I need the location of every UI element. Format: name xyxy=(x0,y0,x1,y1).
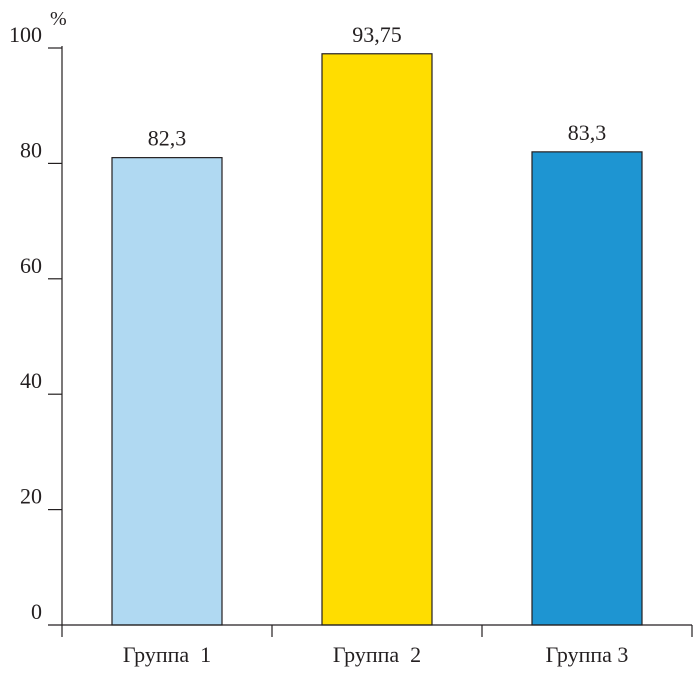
y-tick-label: 20 xyxy=(20,484,42,509)
x-category-label: Группа 1 xyxy=(123,642,211,667)
y-axis-unit-label: % xyxy=(50,8,67,30)
bar-3 xyxy=(531,151,643,626)
x-category-label: Группа 2 xyxy=(333,642,421,667)
y-tick-label: 0 xyxy=(31,599,42,624)
bar-1 xyxy=(111,157,223,626)
value-label: 82,3 xyxy=(148,126,187,151)
y-tick-label: 60 xyxy=(20,253,42,278)
y-tick-label: 40 xyxy=(20,368,42,393)
bars xyxy=(111,53,643,626)
y-tick-label: 100 xyxy=(9,22,42,47)
x-axis-ticks xyxy=(61,625,693,637)
value-label: 93,75 xyxy=(352,22,402,47)
y-axis-ticks: 0 20 40 60 80 100 xyxy=(9,22,62,624)
value-label: 83,3 xyxy=(568,120,607,145)
value-labels: 82,3 93,75 83,3 xyxy=(148,22,607,151)
x-category-label: Группа 3 xyxy=(546,642,629,667)
bar-2 xyxy=(321,53,433,626)
x-axis-labels: Группа 1 Группа 2 Группа 3 xyxy=(123,642,629,667)
y-tick-label: 80 xyxy=(20,137,42,162)
